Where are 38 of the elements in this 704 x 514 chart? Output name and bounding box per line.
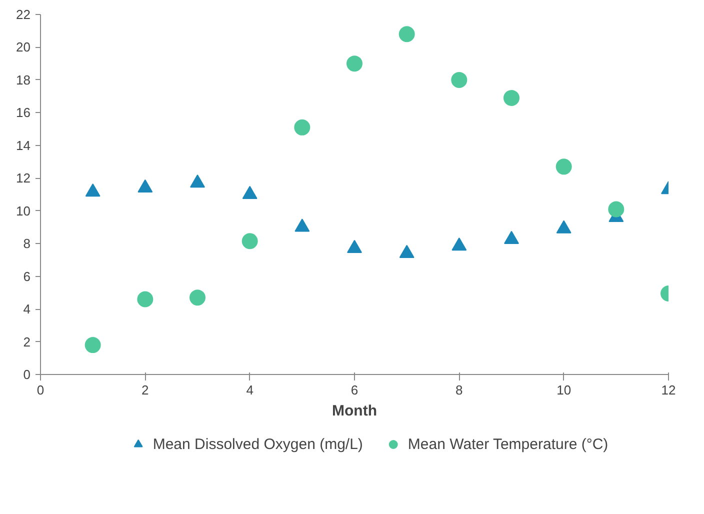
x-tick-label: 10 (556, 382, 572, 398)
y-tick-label: 14 (16, 138, 31, 153)
y-tick-label: 12 (16, 170, 31, 186)
y-tick-label: 22 (16, 7, 31, 22)
x-tick-label: 12 (661, 382, 676, 398)
point (190, 174, 205, 188)
y-tick-label: 4 (23, 302, 31, 317)
point (398, 26, 415, 42)
y-tick-label: 10 (16, 203, 31, 218)
x-axis-title: Month (332, 402, 377, 420)
x-tick-label: 0 (36, 382, 44, 398)
point (556, 220, 572, 234)
point (399, 244, 414, 258)
y-tick-label: 6 (23, 268, 31, 284)
x-tick-label: 6 (350, 382, 358, 398)
point (452, 237, 467, 251)
y-tick-label: 18 (16, 72, 31, 88)
legend-label: Mean Dissolved Oxygen (mg/L) (152, 436, 363, 452)
y-tick-label: 20 (16, 40, 31, 55)
x-tick-label: 4 (246, 382, 254, 398)
y-tick-label: 16 (16, 105, 31, 120)
y-tick-label: 8 (23, 236, 31, 252)
point (504, 90, 520, 106)
y-tick-label: 0 (23, 367, 31, 382)
point (294, 218, 310, 232)
point (294, 119, 310, 136)
point (242, 186, 258, 200)
point (556, 158, 572, 175)
point (138, 179, 153, 192)
point (504, 230, 519, 244)
x-tick-label: 2 (142, 382, 149, 398)
point (347, 240, 362, 254)
x-tick-label: 8 (456, 382, 463, 398)
y-tick-label: 2 (23, 334, 31, 350)
point (85, 183, 100, 197)
point (346, 56, 362, 72)
point (451, 72, 468, 88)
legend-label: Mean Water Temperature (°C) (408, 436, 608, 452)
